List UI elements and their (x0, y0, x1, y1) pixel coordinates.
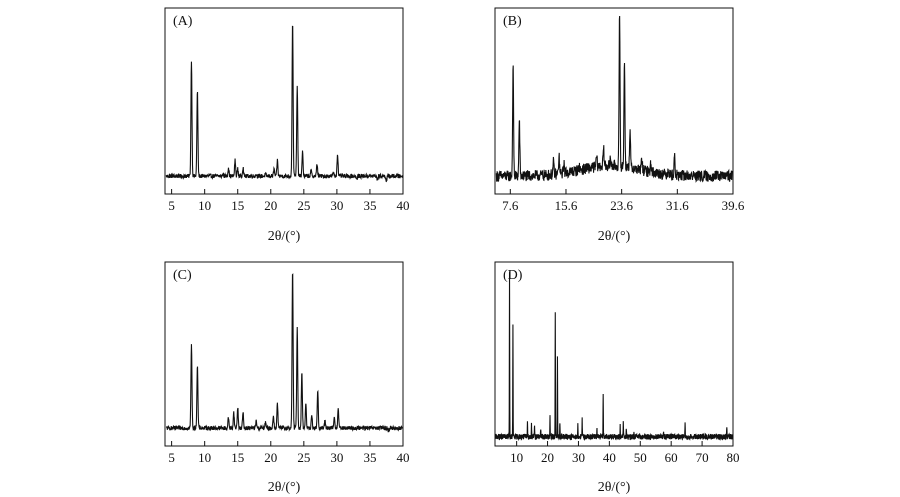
x-tick-label: 30 (572, 450, 585, 465)
x-tick-label: 20 (264, 198, 277, 213)
panel-b-x-axis: 7.6 15.6 23.6 31.6 39.6 (502, 189, 745, 213)
x-tick-label: 40 (397, 198, 410, 213)
x-tick-label: 10 (510, 450, 523, 465)
x-tick-label: 40 (397, 450, 410, 465)
panel-a-label: (A) (173, 14, 193, 29)
x-tick-label: 35 (363, 198, 376, 213)
panel-b-x-axis-label: 2θ/(°) (598, 229, 631, 244)
panel-c-x-axis-label: 2θ/(°) (268, 480, 301, 495)
panel-c-x-axis: 5 10 15 20 25 30 35 40 (168, 441, 410, 465)
x-tick-label: 15.6 (555, 198, 578, 213)
panel-a-x-axis-label: 2θ/(°) (268, 229, 301, 244)
panel-d-frame (494, 261, 734, 447)
panel-b: (B) 7.6 15.6 23.6 31.6 39.6 2θ/(°) (494, 7, 745, 244)
x-tick-label: 20 (264, 450, 277, 465)
x-tick-label: 5 (168, 450, 175, 465)
x-tick-label: 60 (665, 450, 678, 465)
panel-b-label: (B) (503, 14, 522, 29)
x-tick-label: 15 (231, 198, 244, 213)
x-tick-label: 35 (363, 450, 376, 465)
panel-d-pattern-line (495, 272, 734, 442)
x-tick-label: 7.6 (502, 198, 519, 213)
x-tick-label: 30 (330, 450, 343, 465)
panel-c-frame (164, 261, 404, 447)
panel-d-label: (D) (503, 268, 523, 283)
panel-d: (D) 10 20 30 40 50 60 70 80 2θ/(°) (494, 261, 740, 495)
x-tick-label: 30 (330, 198, 343, 213)
panel-b-frame (494, 7, 734, 195)
x-tick-label: 80 (727, 450, 740, 465)
x-tick-label: 5 (168, 198, 175, 213)
panel-a-pattern-line (165, 25, 403, 183)
x-tick-label: 25 (297, 198, 310, 213)
x-tick-label: 70 (696, 450, 709, 465)
x-tick-label: 40 (603, 450, 616, 465)
panel-d-x-axis-label: 2θ/(°) (598, 480, 631, 495)
x-tick-label: 25 (297, 450, 310, 465)
x-tick-label: 20 (541, 450, 554, 465)
panel-d-x-axis: 10 20 30 40 50 60 70 80 (510, 441, 740, 465)
panel-c-label: (C) (173, 268, 192, 283)
panel-b-pattern-line (495, 15, 733, 183)
x-tick-label: 39.6 (722, 198, 745, 213)
x-tick-label: 31.6 (666, 198, 689, 213)
x-tick-label: 10 (198, 450, 211, 465)
x-tick-label: 23.6 (610, 198, 633, 213)
panel-c: (C) 5 10 15 20 25 30 35 40 2θ/(°) (164, 261, 410, 495)
x-tick-label: 15 (231, 450, 244, 465)
panel-c-pattern-line (166, 273, 403, 433)
x-tick-label: 50 (634, 450, 647, 465)
panel-a-x-axis: 5 10 15 20 25 30 35 40 (168, 189, 410, 213)
panel-a: (A) 5 10 15 20 25 30 35 40 2θ/(°) (164, 7, 410, 244)
panel-a-frame (164, 7, 404, 195)
x-tick-label: 10 (198, 198, 211, 213)
